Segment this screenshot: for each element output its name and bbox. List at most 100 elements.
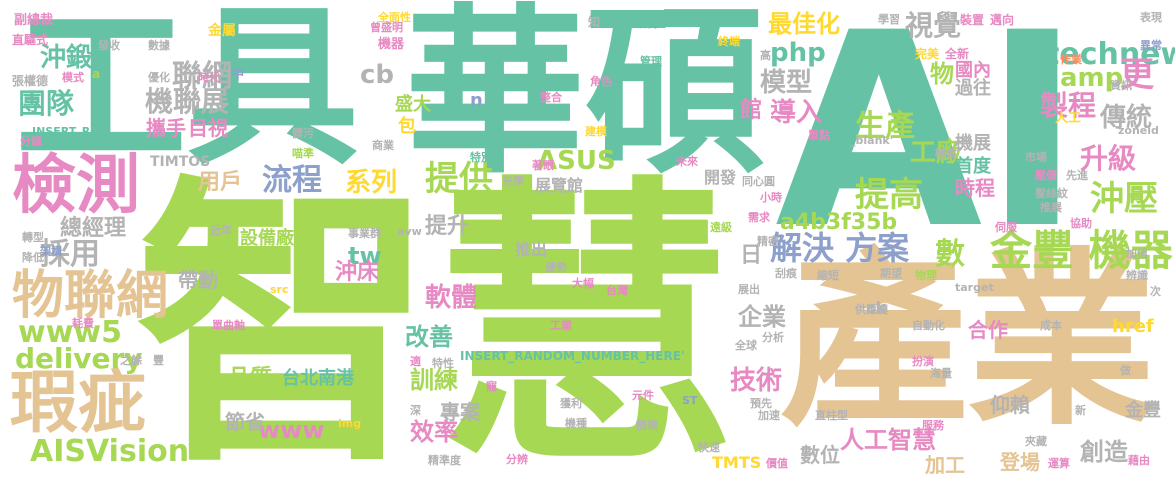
word-yonghu: 用戶: [198, 170, 243, 195]
word-shengji: 升級: [1080, 142, 1137, 175]
word-xiaci: 瑕疵: [10, 364, 147, 443]
word-bao: 包: [398, 116, 416, 137]
word-jinnian: 近年: [210, 224, 232, 237]
word-gongye: 工業: [550, 319, 572, 332]
word-xunlian: 訓練: [410, 366, 458, 394]
word-pinzhi: 品質: [228, 366, 273, 391]
word-jinfeng: 金豐: [1125, 400, 1161, 421]
word-img: img: [338, 417, 362, 430]
word-xianjin: 先進: [1066, 169, 1088, 182]
word-shichang: 市場: [1025, 151, 1047, 164]
word-wu: 物: [930, 60, 954, 88]
word-avw: avw: [397, 225, 422, 238]
word-st: ST: [682, 394, 698, 407]
word-aisvision: AISVision: [30, 434, 190, 469]
word-tuichu: 推出: [515, 240, 548, 259]
word-blank: _blank': [850, 134, 894, 147]
word-wumo: 梧模: [636, 419, 658, 432]
word-mushi: 目視: [188, 116, 228, 140]
word-dandian: 單點: [808, 129, 830, 142]
word-haofei: 耗費: [72, 317, 94, 330]
word-xuexi: 學習: [878, 13, 900, 26]
word-miaozhun: 喵準: [292, 147, 314, 160]
word-gao: 高: [760, 49, 771, 62]
word-tebie: 特別: [470, 151, 492, 164]
word-shicheng: 時程: [955, 176, 995, 200]
word-zhiqushi: 直驅式: [12, 33, 49, 47]
word-yuanjian: 元件: [632, 389, 654, 402]
word-jiesheng: 節省: [225, 410, 265, 434]
word-jiangdi: 降低: [22, 251, 44, 264]
word-n: n: [470, 90, 483, 111]
word-zheyan: 著眼: [532, 159, 554, 172]
word-tuandui: 團隊: [18, 87, 75, 120]
word-amp: amp: [1060, 63, 1124, 93]
word-shen: 深: [410, 404, 421, 417]
word-suoduan: 縮短: [817, 269, 839, 282]
word-src: src: [270, 283, 289, 296]
word-xiaoshi: 小時: [760, 191, 782, 204]
word-huoli: 獲利: [560, 397, 582, 410]
word-shuju: 數據: [148, 39, 170, 52]
word-biaoxian: 表現: [1140, 11, 1162, 24]
word-xiezhu: 協助: [1070, 217, 1092, 230]
word-php: php: [770, 38, 826, 68]
word-chongduan: 沖鍛: [40, 43, 93, 73]
word-jishu: 技術: [730, 366, 783, 396]
word-asus: ASUS: [537, 146, 616, 176]
word-a: a: [92, 67, 101, 81]
word-taibeinangang: 台北南港: [282, 368, 354, 389]
word-zuo: 做: [1120, 364, 1131, 377]
word-timtos: TIMTOS: [150, 154, 211, 170]
word-guahen: 刮痕: [775, 267, 797, 280]
word-ai: AI: [775, 0, 1083, 288]
word-yunsuan: 運算: [1048, 457, 1070, 470]
word-jilianzhan: 機聯展: [145, 85, 230, 118]
word-danquzhou: 單曲軸: [212, 319, 245, 332]
word-zhenghe: 整合: [540, 91, 562, 104]
word-jingmi: 精密: [757, 235, 779, 248]
word-a4b3f35b: a4b3f35b: [780, 210, 898, 235]
word-yuxian: 預先: [750, 397, 772, 410]
word-maixiang: 邁向: [990, 13, 1015, 27]
word-huashuo: 華碩: [405, 0, 766, 198]
word-jingzhundu: 精準度: [428, 454, 461, 467]
word-ri: 日: [740, 243, 763, 268]
word-banyan: 扮演: [912, 355, 934, 368]
word-chongchuang: 沖床: [335, 260, 380, 285]
word-guonei: 國內: [955, 60, 991, 81]
word-rengongzhihui: 人工智慧: [840, 426, 936, 454]
word-yanglai: 仰賴: [990, 393, 1030, 417]
word-xilie: 系列: [345, 168, 398, 198]
word-target: target: [955, 281, 994, 294]
word-tongxinyuan: 同心圓: [742, 175, 775, 188]
word-quanqiu: 全球: [735, 339, 757, 352]
word-gaishan: 改善: [405, 323, 453, 351]
word-wanmei: 完美: [915, 47, 940, 61]
word-ck: ck: [866, 298, 887, 317]
word-zidonghua: 自動化: [912, 319, 945, 332]
word-technews: technews: [1045, 37, 1175, 72]
word-zhuanan: 專案: [440, 400, 480, 424]
word-kuaisu: 快速: [698, 441, 720, 454]
word-daoru: 導入: [770, 98, 823, 128]
word-chuantong: 傳統: [1100, 103, 1153, 133]
word-chengben: 成本: [1040, 319, 1062, 332]
word-chanye: 產業: [780, 232, 1156, 451]
word-zhizhuxing: 直柱型: [815, 409, 848, 422]
word-dengchang: 登場: [1000, 450, 1040, 474]
word-guangxue: 光學: [502, 175, 524, 188]
word-liucheng: 流程: [262, 163, 322, 198]
word-jianmo: 建模: [585, 125, 607, 138]
word-shu: 數: [935, 237, 965, 272]
word-zhi: 知: [588, 15, 601, 29]
word-zhihui: 智慧: [135, 153, 735, 482]
word-xieshou: 攜手: [146, 116, 186, 140]
word-moxing: 模型: [760, 68, 813, 98]
word-zhanlanguan: 展覽館: [535, 176, 584, 195]
word-qiwang: 期望: [880, 267, 902, 280]
word-chongya: 沖壓: [1090, 179, 1158, 219]
word-guan: 館: [740, 98, 763, 123]
word-jiazhi: 加值: [1126, 247, 1148, 260]
